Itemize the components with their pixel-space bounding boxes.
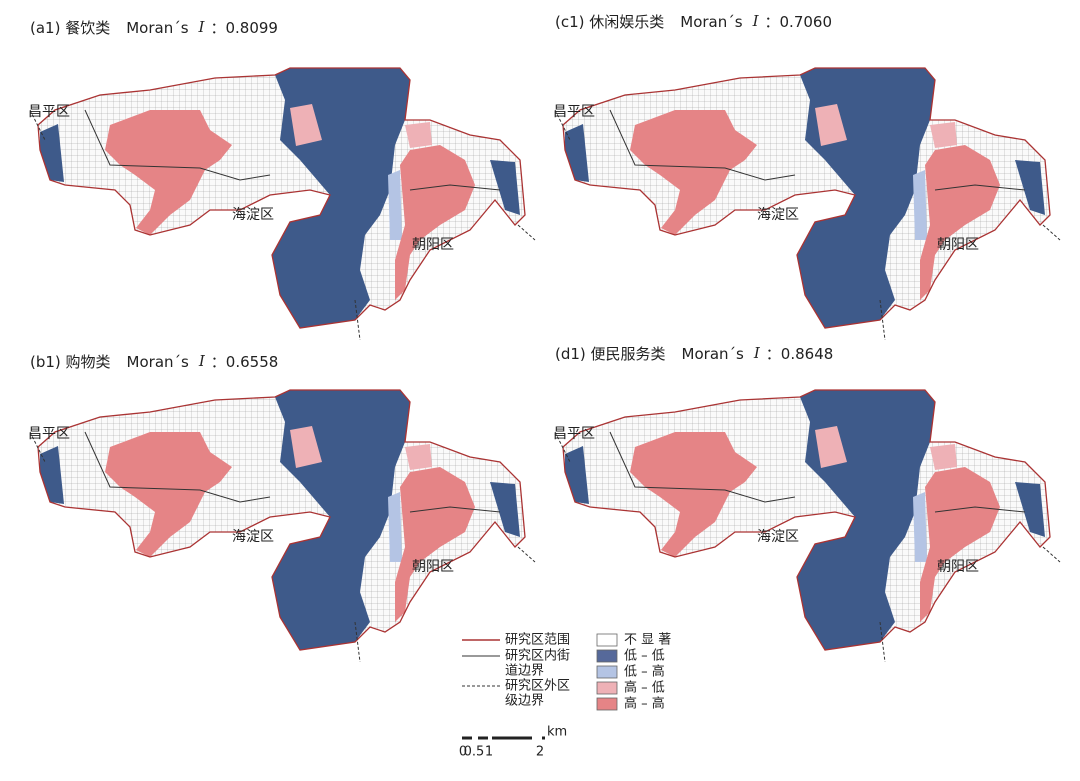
- map: [29, 389, 536, 663]
- title-moran: Moran´s: [680, 13, 742, 31]
- title-symbol: I: [752, 12, 760, 30]
- district-label: 海淀区: [757, 529, 799, 545]
- legend-label: 研究区外区: [505, 679, 570, 694]
- legend-swatch: [596, 665, 618, 679]
- title-label: (c1) 休闲娱乐类: [555, 13, 664, 31]
- title-value: ：0.7060: [765, 13, 833, 31]
- title-value: ：0.8648: [766, 345, 834, 363]
- scale-label: 2: [536, 745, 544, 760]
- legend-swatch: [596, 649, 618, 663]
- district-label: 海淀区: [757, 207, 799, 223]
- legend-swatch: [596, 633, 618, 647]
- district-label: 朝阳区: [937, 559, 979, 575]
- legend-label: 低 – 低: [624, 649, 665, 664]
- legend-label: 研究区范围: [505, 633, 570, 648]
- title-moran: Moran´s: [682, 345, 744, 363]
- title-value: ：0.6558: [211, 353, 279, 371]
- legend-swatch: [596, 681, 618, 695]
- legend-label: 道边界: [505, 664, 544, 679]
- title-label: (a1) 餐饮类: [30, 19, 110, 37]
- title-label: (d1) 便民服务类: [555, 345, 666, 363]
- district-label: 朝阳区: [937, 237, 979, 253]
- district-label: 昌平区: [28, 104, 70, 120]
- district-label: 海淀区: [232, 207, 274, 223]
- legend-label: 高 – 高: [624, 696, 665, 712]
- district-label: 朝阳区: [412, 559, 454, 575]
- title-symbol: I: [753, 344, 761, 362]
- legend-label: 研究区内街: [505, 648, 570, 664]
- map: [554, 67, 1061, 341]
- title-symbol: I: [198, 352, 206, 370]
- district-label: 海淀区: [232, 529, 274, 545]
- legend-label: 不 显 著: [624, 633, 671, 648]
- legend-label: 级边界: [505, 694, 544, 709]
- district-label: 昌平区: [553, 426, 595, 442]
- panel-title: (a1) 餐饮类 Moran´s I ：0.8099: [30, 18, 278, 37]
- legend-label: 高 – 低: [624, 680, 665, 696]
- legend-swatch: [596, 697, 618, 711]
- panel-title: (d1) 便民服务类 Moran´s I ：0.8648: [555, 344, 833, 363]
- panel-title: (c1) 休闲娱乐类 Moran´s I ：0.7060: [555, 12, 832, 31]
- district-label: 昌平区: [553, 104, 595, 120]
- district-label: 昌平区: [28, 426, 70, 442]
- map: [29, 67, 536, 341]
- panel-title: (b1) 购物类 Moran´s I ：0.6558: [30, 352, 278, 371]
- scale-label: 1: [485, 745, 493, 760]
- title-moran: Moran´s: [127, 353, 189, 371]
- district-label: 朝阳区: [412, 237, 454, 253]
- scale-label: 0: [459, 745, 467, 760]
- map: [554, 389, 1061, 663]
- title-label: (b1) 购物类: [30, 353, 111, 371]
- title-moran: Moran´s: [126, 19, 188, 37]
- scale-label: 0.5: [464, 745, 485, 760]
- legend-label: 低 – 高: [624, 664, 665, 680]
- title-value: ：0.8099: [210, 19, 278, 37]
- title-symbol: I: [198, 18, 206, 36]
- scale-unit: km: [547, 725, 567, 740]
